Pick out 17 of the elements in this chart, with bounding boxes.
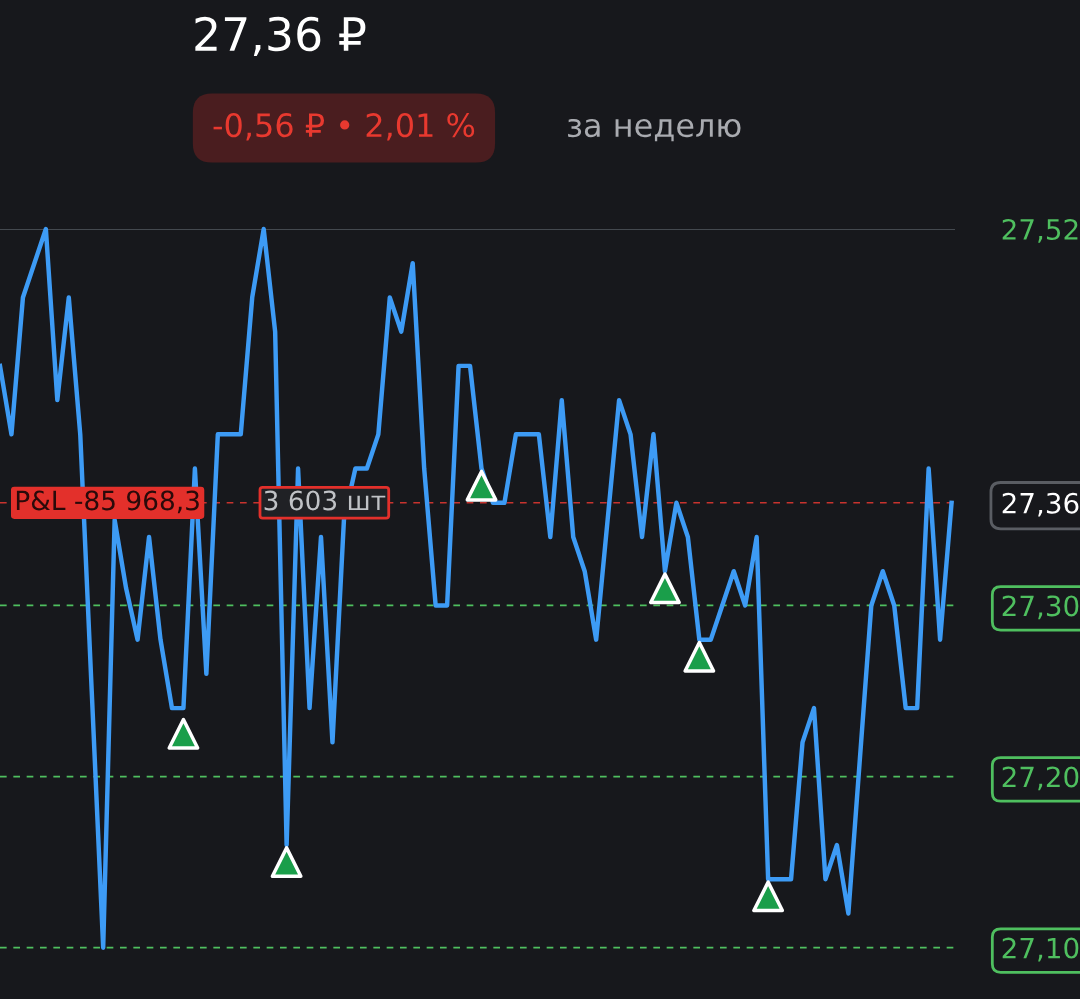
y-tick-label: 27,20 [1002, 766, 1079, 791]
point [683, 640, 716, 673]
y-tick-label: 27,10 [1002, 937, 1079, 962]
point [167, 717, 200, 750]
point [270, 846, 303, 879]
text: за неделю [568, 118, 741, 142]
annotation: 3 603 шт [264, 490, 386, 511]
annotation: P&L -85 968,3 [16, 490, 199, 514]
chart-subtitle: -0,56 ₽ • 2,01 % [213, 113, 475, 141]
y-tick-label: 27,36 [1002, 492, 1079, 517]
y-tick-label: 27,30 [1002, 595, 1079, 620]
y-tick-label: 27,52 [1002, 218, 1078, 243]
chart-title: 27,36 ₽ [195, 16, 366, 56]
point [648, 572, 681, 605]
point [752, 880, 785, 913]
point [465, 469, 498, 502]
line-series [0, 226, 954, 950]
